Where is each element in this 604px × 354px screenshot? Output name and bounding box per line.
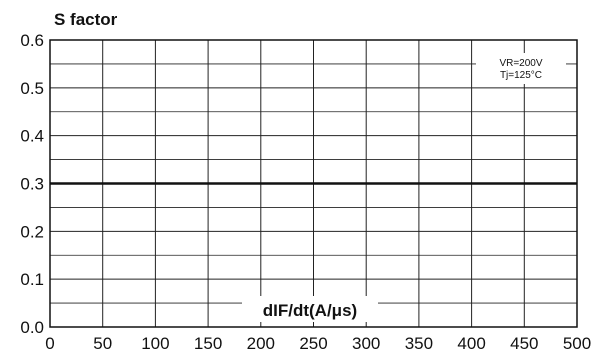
- y-tick-label: 0.6: [20, 31, 44, 50]
- y-tick-labels: 0.0 0.1 0.2 0.3 0.4 0.5 0.6: [20, 31, 44, 337]
- x-tick-label: 100: [141, 334, 169, 353]
- plot-frame: [49, 39, 578, 328]
- y-tick-label: 0.0: [20, 318, 44, 337]
- y-tick-label: 0.4: [20, 127, 44, 146]
- condition-vr: VR=200V: [499, 58, 542, 69]
- y-tick-label: 0.5: [20, 79, 44, 98]
- x-tick-label: 0: [45, 334, 54, 353]
- condition-tj: Tj=125°C: [500, 70, 542, 81]
- x-tick-label: 350: [405, 334, 433, 353]
- y-tick-label: 0.2: [20, 222, 44, 241]
- x-tick-label: 450: [510, 334, 538, 353]
- y-axis-title: S factor: [54, 10, 118, 29]
- x-tick-label: 200: [247, 334, 275, 353]
- x-axis-title: dIF/dt(A/μs): [263, 301, 357, 320]
- x-tick-label: 300: [352, 334, 380, 353]
- y-tick-label: 0.3: [20, 175, 44, 194]
- x-tick-labels: 0 50 100 150 200 250 300 350 400 450 500: [45, 334, 591, 353]
- x-tick-label: 250: [299, 334, 327, 353]
- x-tick-label: 50: [93, 334, 112, 353]
- x-tick-label: 400: [457, 334, 485, 353]
- x-tick-label: 500: [563, 334, 591, 353]
- x-tick-label: 150: [194, 334, 222, 353]
- conditions-box-background: [476, 53, 566, 84]
- x-axis-title-background: [242, 296, 378, 322]
- y-tick-label: 0.1: [20, 270, 44, 289]
